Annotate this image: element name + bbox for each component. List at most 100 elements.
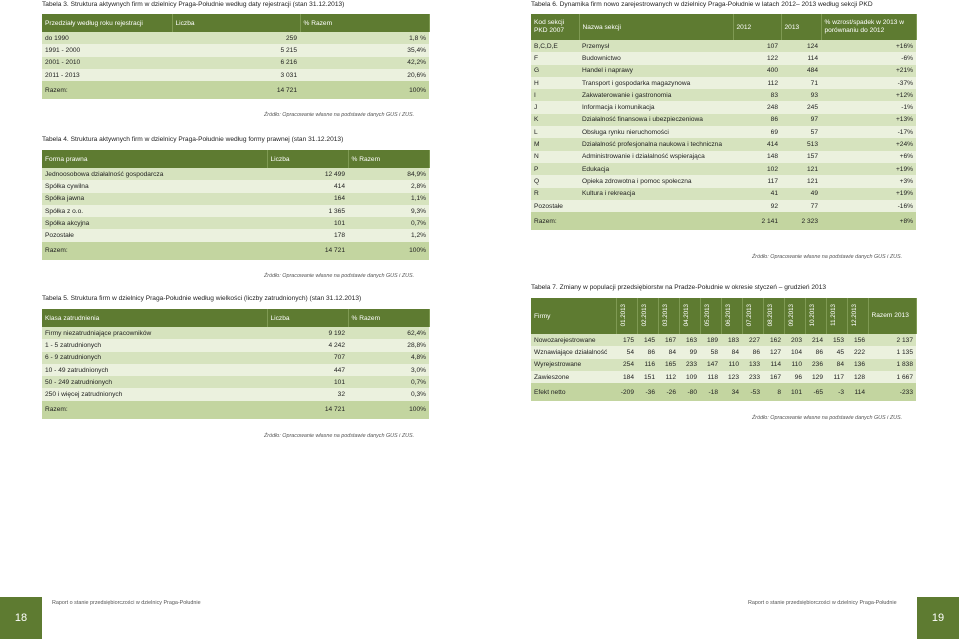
cell: 2001 - 2010 [42,56,172,69]
cell [579,212,733,231]
cell: Spółka z o.o. [42,204,267,218]
month-header: 01.2013 [619,303,627,327]
table4-header-cell: Liczba [267,150,349,168]
table-row: 250 i więcej zatrudnionych 32 0,3% [42,388,429,401]
table5-header-cell: Liczba [267,309,349,327]
cell: 1991 - 2000 [42,44,172,57]
cell: 71 [781,76,821,90]
total-count: 14 721 [267,400,348,419]
table5-header: Klasa zatrudnienia Liczba % Razem [42,309,430,327]
total-count: 14 721 [172,81,300,100]
table6-total-row: Razem: 2 141 2 323 +8% [531,212,916,231]
table-row: G Handel i naprawy 400 484 +21% [531,64,916,77]
cell: 58 [700,346,721,359]
cell: +13% [821,113,916,127]
cell: 77 [781,199,821,213]
cell: -17% [821,126,916,139]
cell: 129 [805,370,826,384]
table-row: 2001 - 2010 6 216 42,2% [42,56,429,69]
cell: 86 [733,113,781,127]
cell: 86 [637,346,658,359]
cell: P [531,162,579,176]
total-percent: 100% [300,81,429,100]
cell: 101 [267,376,348,389]
cell: K [531,113,579,127]
cell: Informacja i komunikacja [579,101,733,114]
cell: Spółka akcyjna [42,217,267,230]
cell: 83 [733,89,781,102]
cell: Kultura i rekreacja [579,187,733,200]
cell: 99 [679,346,700,359]
cell: Działalność profesjonalna naukowa i tech… [579,138,733,151]
cell: Handel i naprawy [579,64,733,77]
table-row: Q Opieka zdrowotna i pomoc społeczna 117 12… [531,175,916,188]
cell: 127 [763,346,784,359]
cell: 10 - 49 zatrudnionych [42,363,267,377]
cell: J [531,101,579,114]
cell: 227 [742,334,763,347]
cell: 112 [733,76,781,90]
table-row: 10 - 49 zatrudnionych 447 3,0% [42,363,429,377]
table5-header-cell: % Razem [348,309,430,327]
cell: -53 [742,383,763,402]
table-row: Spółka jawna 164 1,1% [42,192,429,205]
cell: Firmy niezatrudniające pracowników [42,327,267,340]
page-number-right: 19 [917,597,959,639]
cell: 0,7% [348,217,429,230]
cell: Transport i gospodarka magazynowa [579,76,733,90]
table5-header-cell: Klasa zatrudnienia [42,309,268,327]
table3-header-cell: Przedziały według roku rejestracji [42,14,173,32]
cell: 147 [700,358,721,371]
table4-header: Forma prawna Liczba % Razem [42,150,430,168]
month-header: 03.2013 [661,303,669,327]
cell: -18 [700,383,721,402]
cell: 0,7% [348,376,429,389]
cell: 69 [733,126,781,139]
cell: 151 [637,370,658,384]
table5-source: Źródło: Opracowanie własne na podstawie … [264,433,415,439]
table7-caption: Tabela 7. Zmiany w populacji przedsiębio… [531,284,827,291]
cell: 245 [781,101,821,114]
cell: 1 - 5 zatrudnionych [42,339,267,352]
cell: Jednoosobowa działalność gospodarcza [42,168,267,181]
cell: 184 [616,370,637,384]
cell: +16% [821,40,916,53]
cell: F [531,52,579,65]
cell: 117 [826,370,847,384]
cell: 162 [763,334,784,347]
cell: Administrowanie i działalność wspierając… [579,150,733,163]
table-row: N Administrowanie i działalność wspierają… [531,150,916,163]
cell: 8 [763,383,784,402]
total-change: +8% [821,212,916,231]
table6-header: Kod sekcji PKD 2007 Nazwa sekcji 2012 20… [531,14,917,40]
table-row: 1991 - 2000 5 215 35,4% [42,44,429,57]
cell: Spółka cywilna [42,180,267,193]
cell: 165 [658,358,679,371]
cell: 84,9% [348,168,429,181]
cell: 167 [763,370,784,384]
cell: 124 [781,40,821,53]
cell: 117 [733,175,781,188]
cell: 136 [847,358,868,371]
cell [579,199,733,213]
month-header: 12.2013 [850,303,858,327]
cell: 250 i więcej zatrudnionych [42,388,267,401]
cell: 4 242 [267,339,348,352]
cell: 254 [616,358,637,371]
table3-caption: Tabela 3. Struktura aktywnych firm w dzi… [42,1,345,8]
table-row: H Transport i gospodarka magazynowa 112 71-… [531,76,916,90]
cell: 178 [267,229,348,242]
cell: 20,6% [300,68,429,82]
month-header: 11.2013 [829,304,837,326]
cell: Budownictwo [579,52,733,65]
cell: Opieka zdrowotna i pomoc społeczna [579,175,733,188]
table4-header-cell: Forma prawna [42,150,268,168]
cell: 9,3% [348,204,429,218]
cell: Q [531,175,579,188]
total-percent: 100% [348,241,429,260]
cell: 84 [658,346,679,359]
cell: Pozostałe [42,229,267,242]
table5-total-row: Razem: 14 721 100% [42,400,429,419]
cell: -80 [679,383,700,402]
cell: 1,1% [348,192,429,205]
